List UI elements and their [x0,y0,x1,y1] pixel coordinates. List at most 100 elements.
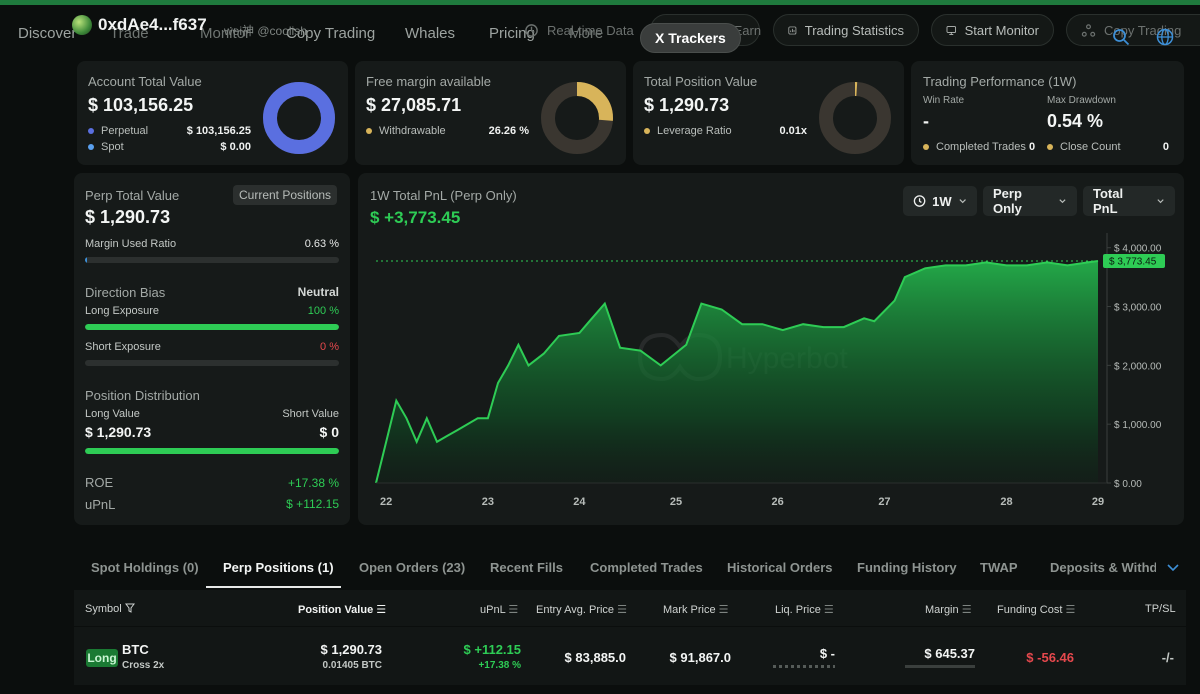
nav-discover[interactable]: Discover [18,25,77,42]
active-tab-indicator [206,586,341,588]
perp-total-value: $ 1,290.73 [85,207,171,227]
col-position-value-label: Position Value [298,604,374,616]
distribution-bar [85,448,339,454]
x-tick-label: 28 [1000,496,1012,508]
donut-segment [263,82,335,154]
chevron-down-icon [1157,199,1164,204]
sort-icon: ☰ [1065,604,1076,616]
sort-icon: ☰ [617,604,627,616]
close-count-dot [1047,144,1053,150]
col-mark[interactable]: Mark Price ☰ [663,603,729,616]
table-row[interactable]: Long BTC Cross 2x $ 1,290.73 0.01405 BTC… [74,627,1186,685]
nav-pricing[interactable]: Pricing [489,25,535,42]
current-positions-button[interactable]: Current Positions [233,185,338,205]
leverage-value: 0.01x [779,125,807,137]
globe-icon[interactable] [1156,28,1174,46]
max-drawdown-label: Max Drawdown [1047,95,1116,106]
col-entry[interactable]: Entry Avg. Price ☰ [536,603,627,616]
long-value: $ 1,290.73 [85,424,152,440]
roe-value: +17.38 % [287,476,339,490]
wallet-header[interactable]: 0xdAe4...f637 [72,15,207,35]
chevron-down-icon [1059,199,1066,204]
leverage-label: Leverage Ratio [657,125,732,137]
position-distribution-label: Position Distribution [85,388,200,403]
tabs-expand-chevron-icon[interactable] [1166,562,1180,574]
tab-deposits-withdrawals[interactable]: Deposits & Withdra [1050,560,1156,575]
spot-value: $ 0.00 [220,141,251,153]
top-navigation: Discover Trade Monitor Copy Trading Whal… [0,5,1200,55]
scope-select[interactable]: Perp Only [983,186,1077,216]
col-position-value[interactable]: Position Value ☰ [298,603,386,616]
trading-performance-card: Trading Performance (1W) Win Rate - Max … [911,61,1184,165]
wallet-address: 0xdAe4...f637 [98,15,207,34]
nav-more[interactable]: More [569,25,604,42]
bottom-tabs: Spot Holdings (0) Perp Positions (1) Ope… [0,548,1200,588]
total-position-card: Total Position Value $ 1,290.73 Leverage… [633,61,904,165]
x-tick-label: 27 [878,496,890,508]
account-donut-chart [263,82,335,154]
col-upnl-label: uPnL [480,604,506,616]
withdrawable-value: 26.26 % [488,125,529,137]
withdrawable-dot [366,128,372,134]
row-symbol[interactable]: BTC [122,642,149,657]
sort-icon: ☰ [376,604,387,616]
total-position-value: $ 1,290.73 [644,95,730,115]
row-entry-price: $ 83,885.0 [564,650,626,665]
win-rate-label: Win Rate [923,95,965,106]
margin-donut-chart [541,82,613,154]
tab-spot-holdings[interactable]: Spot Holdings (0) [91,560,199,575]
tab-funding-history[interactable]: Funding History [857,560,957,575]
win-rate-value: - [923,111,929,131]
top-accent-bar [0,0,1200,5]
row-funding-cost: $ -56.46 [1026,650,1074,665]
search-icon[interactable] [1112,28,1130,46]
period-select[interactable]: 1W [903,186,977,216]
tab-completed-trades[interactable]: Completed Trades [590,560,703,575]
col-margin[interactable]: Margin ☰ [925,603,972,616]
account-total-value: $ 103,156.25 [88,95,194,115]
trading-statistics-button[interactable]: Trading Statistics [773,14,919,46]
col-symbol[interactable]: Symbol [85,603,135,615]
col-funding[interactable]: Funding Cost ☰ [997,603,1075,616]
tab-twap[interactable]: TWAP [980,560,1018,575]
account-total-label: Account Total Value [88,74,202,89]
withdrawable-label: Withdrawable [379,125,446,137]
col-liq[interactable]: Liq. Price ☰ [775,603,834,616]
nav-copy-trading[interactable]: Copy Trading [286,25,376,42]
nav-monitor[interactable]: Monitor [200,25,251,42]
tab-historical-orders[interactable]: Historical Orders [727,560,833,575]
nav-whales[interactable]: Whales [405,25,456,42]
spot-dot [88,144,94,150]
nav-trade[interactable]: Trade [110,25,149,42]
perpetual-value: $ 103,156.25 [186,125,251,137]
filter-icon [124,603,135,613]
pnl-line [375,260,1099,484]
legend-completed-trades: Completed Trades [923,141,1026,153]
scope-select-label: Perp Only [993,186,1022,216]
chevron-down-icon [959,199,966,204]
x-trackers-button[interactable]: X Trackers [640,23,741,53]
col-symbol-label: Symbol [85,603,122,615]
perp-total-label: Perp Total Value [85,188,180,203]
copy-trading-button[interactable]: Copy Trading [1066,14,1200,46]
long-value-label: Long Value [85,408,140,420]
tab-perp-positions[interactable]: Perp Positions (1) [223,560,334,575]
x-trackers-label: X Trackers [655,30,726,46]
col-upnl[interactable]: uPnL ☰ [480,603,518,616]
col-liq-label: Liq. Price [775,604,821,616]
start-monitor-button[interactable]: Start Monitor [931,14,1054,46]
col-margin-label: Margin [925,604,959,616]
y-tick-label: $ 4,000.00 [1114,244,1162,255]
tab-recent-fills[interactable]: Recent Fills [490,560,563,575]
col-entry-label: Entry Avg. Price [536,604,615,616]
tab-open-orders[interactable]: Open Orders (23) [359,560,466,575]
row-tpsl[interactable]: -/- [1161,650,1174,665]
metric-select[interactable]: Total PnL [1083,186,1175,216]
positions-table-header: Symbol Position Value ☰ uPnL ☰ Entry Avg… [74,590,1186,626]
legend-withdrawable: Withdrawable [366,125,446,137]
realtime-data-button[interactable]: Real-time Data [510,14,648,46]
margin-bar [905,665,975,668]
chart-total-value: $ +3,773.45 [370,208,461,227]
x-tick-label: 29 [1092,496,1104,508]
current-value-badge-text: $ 3,773.45 [1109,257,1157,268]
